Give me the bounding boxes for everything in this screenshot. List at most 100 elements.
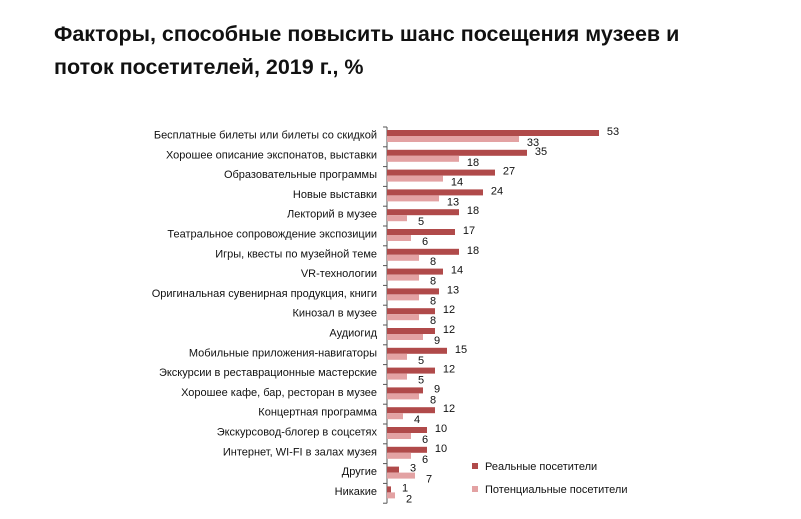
bar-potential-visitors [387,195,439,202]
data-label-real: 12 [443,364,455,376]
data-label-potential: 5 [418,216,424,228]
data-label-real: 3 [410,463,416,475]
category-label: Экскурсовод-блогер в соцсетях [217,427,378,439]
bar-real-visitors [387,347,447,354]
bar-potential-visitors [387,393,419,400]
category-label: Кинозал в музее [293,308,378,320]
bar-potential-visitors [387,175,443,182]
chart-title-line-2: поток посетителей, 2019 г., % [54,55,364,79]
bar-potential-visitors [387,155,459,162]
category-label: Бесплатные билеты или билеты со скидкой [154,130,377,142]
data-label-potential: 8 [430,256,436,268]
data-label-real: 12 [443,403,455,415]
bar-potential-visitors [387,472,415,479]
data-label-potential: 4 [414,414,420,426]
bar-real-visitors [387,268,443,275]
data-label-potential: 5 [418,355,424,367]
bar-potential-visitors [387,254,419,261]
bar-potential-visitors [387,452,411,459]
bar-real-visitors [387,189,483,196]
bar-real-visitors [387,169,495,176]
data-label-potential: 13 [447,196,459,208]
bar-real-visitors [387,328,435,334]
chart-title: Факторы, способные повысить шанс посещен… [54,18,774,84]
data-label-real: 24 [491,185,503,197]
bar-real-visitors [387,130,599,136]
data-label-potential: 7 [426,474,432,486]
data-label-potential: 6 [422,236,428,248]
data-label-potential: 6 [422,454,428,466]
bar-potential-visitors [387,136,519,142]
data-label-potential: 5 [418,375,424,387]
category-label: Новые выставки [293,189,377,201]
category-label: Аудиогид [329,328,377,340]
data-label-real: 14 [451,265,463,277]
data-label-real: 15 [455,344,467,356]
bar-real-visitors [387,229,455,235]
data-label-potential: 6 [422,434,428,446]
bar-real-visitors [387,209,459,216]
bar-real-visitors [387,149,527,156]
data-label-real: 27 [503,166,515,178]
bar-real-visitors [387,248,459,255]
chart-title-line-1: Факторы, способные повысить шанс посещен… [54,22,680,46]
legend-label-potential: Потенциальные посетители [485,484,628,496]
data-label-real: 18 [467,245,479,257]
bar-real-visitors [387,446,427,453]
bar-real-visitors [387,466,399,473]
bar-potential-visitors [387,235,411,241]
category-label: Игры, квесты по музейной теме [215,248,377,260]
data-label-real: 12 [443,324,455,336]
bar-potential-visitors [387,373,407,380]
bar-potential-visitors [387,274,419,281]
category-label: Театральное сопровождение экспозиции [167,229,377,241]
bar-potential-visitors [387,433,411,439]
data-label-real: 13 [447,284,459,296]
category-label: Интернет, WI-FI в залах музея [223,446,377,458]
category-label: Экскурсии в реставрационные мастерские [159,367,377,379]
data-label-potential: 2 [406,493,412,505]
category-label: Хорошее описание экспонатов, выставки [166,149,377,161]
bar-potential-visitors [387,314,419,321]
data-label-real: 53 [607,126,619,138]
bar-real-visitors [387,427,427,433]
data-label-real: 12 [443,304,455,316]
legend-swatch-real [472,463,478,469]
category-label: Хорошее кафе, бар, ресторан в музее [181,387,377,399]
data-label-potential: 8 [430,295,436,307]
bar-potential-visitors [387,294,419,301]
bar-potential-visitors [387,334,423,340]
bar-potential-visitors [387,492,395,499]
bar-real-visitors [387,486,391,493]
category-label: Оригинальная сувенирная продукция, книги [152,288,377,300]
category-label: Образовательные программы [224,169,377,181]
data-label-real: 10 [435,423,447,435]
bar-potential-visitors [387,353,407,360]
data-label-potential: 9 [434,335,440,347]
data-label-potential: 8 [430,394,436,406]
data-label-real: 10 [435,443,447,455]
bar-potential-visitors [387,413,403,420]
data-label-potential: 18 [467,157,479,169]
data-label-real: 35 [535,146,547,158]
data-label-potential: 33 [527,137,539,149]
data-label-potential: 8 [430,315,436,327]
category-label: Мобильные приложения-навигаторы [189,347,377,359]
bar-real-visitors [387,407,435,414]
category-label: Концертная программа [258,407,378,419]
bar-real-visitors [387,387,423,394]
category-label: Другие [342,466,377,478]
category-label: VR-технологии [301,268,377,280]
data-label-real: 9 [434,383,440,395]
data-label-potential: 8 [430,276,436,288]
category-label: Лекторий в музее [287,209,377,221]
bar-real-visitors [387,308,435,315]
bar-potential-visitors [387,215,407,222]
data-label-real: 18 [467,205,479,217]
bar-real-visitors [387,288,439,295]
legend-swatch-potential [472,486,478,492]
legend-label-real: Реальные посетители [485,461,597,473]
data-label-potential: 14 [451,177,463,189]
bar-real-visitors [387,367,435,374]
